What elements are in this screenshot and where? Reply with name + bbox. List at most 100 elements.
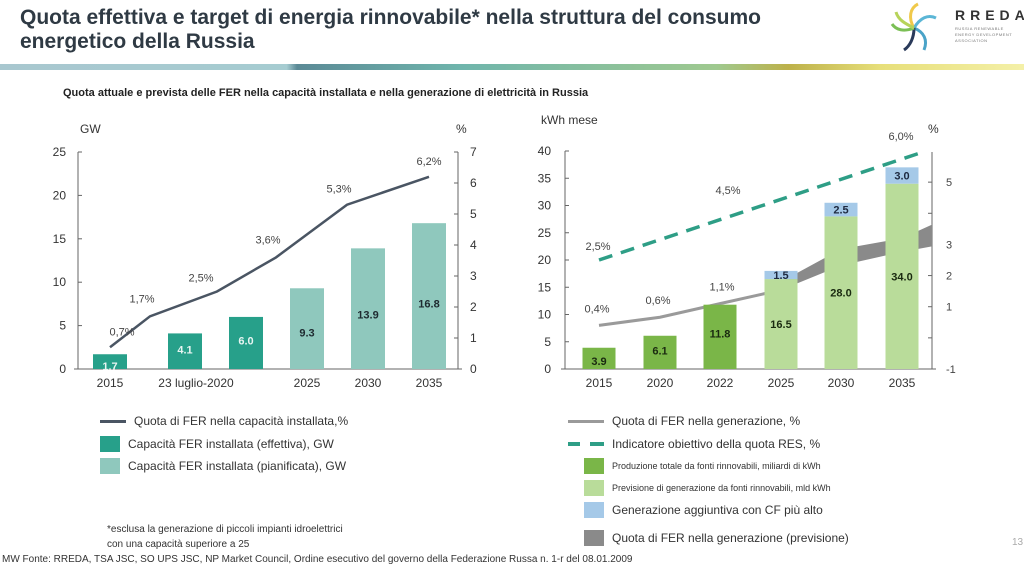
y2-tick-label: 1 [470,331,477,345]
box-swatch-icon [100,458,120,474]
line-data-label: 2,5% [188,273,213,285]
bar-value-label: 9.3 [299,328,314,340]
bar-additional-generation [764,270,798,280]
y-tick-label: 15 [53,232,67,246]
y-axis-unit: kWh mese [541,113,598,127]
y-tick-label: 20 [538,253,552,267]
line-data-label: 0,7% [109,326,134,338]
bar-extra-value-label: 3.0 [894,171,909,183]
y2-tick-label: 2 [946,271,952,283]
y-tick-label: 25 [53,145,67,159]
footnote-line: con una capacità superiore a 25 [107,539,250,550]
y-tick-label: 30 [538,199,552,213]
legend-label: Quota di FER nella capacità installata,% [134,414,349,428]
y-tick-label: 25 [538,226,552,240]
bar-value-label: 4.1 [177,344,192,356]
legend-label: Indicatore obiettivo della quota RES, % [612,437,821,451]
box-swatch-icon [584,530,604,546]
bar-generation [703,304,737,369]
bar-value-label: 11.8 [710,329,731,341]
bar-extra-value-label: 1.5 [773,270,788,282]
box-swatch-icon [100,436,120,452]
legend-item-capacity-planned: Capacità FER installata (pianificata), G… [100,458,346,474]
y2-tick-label: 3 [946,239,952,251]
y-tick-label: 40 [538,144,552,158]
y-tick-label: 5 [544,335,551,349]
bar-value-label: 13.9 [357,310,378,322]
bar-generation [885,183,919,369]
y2-tick-label: 0 [470,362,477,376]
bar-generation [582,347,616,369]
x-tick-label: 2015 [97,376,124,390]
bar-value-label: 28.0 [830,288,851,300]
bar-pianificata [351,248,385,369]
y2-tick-label: 4 [470,238,477,252]
y2-tick-label: -1 [946,364,956,376]
line-res-target [598,151,921,262]
share-data-label: 0,6% [645,295,670,307]
y-tick-label: 0 [544,362,551,376]
y-tick-label: 10 [53,275,67,289]
legend-item-production-total: Produzione totale da fonti rinnovabili, … [584,458,821,474]
line-data-label: 1,7% [129,293,154,305]
bar-generation [643,335,677,369]
box-swatch-icon [584,502,604,518]
legend-item-capacity-actual: Capacità FER installata (effettiva), GW [100,436,334,452]
bar-generation [824,216,858,369]
x-tick-label: 23 luglio-2020 [158,376,234,390]
target-data-label: 6,0% [888,131,913,143]
line-swatch-icon [568,419,604,423]
line-data-label: 5,3% [326,184,351,196]
target-data-label: 4,5% [715,185,740,197]
legend-item-forecast-band: Quota di FER nella generazione (previsio… [584,530,849,546]
y-tick-label: 35 [538,171,552,185]
x-tick-label: 2020 [647,376,674,390]
footnote: *esclusa la generazione di piccoli impia… [107,522,343,552]
bar-generation [764,279,798,369]
logo-text: RREDA [955,7,1024,23]
line-share-capacity [109,175,430,349]
x-tick-label: 2035 [889,376,916,390]
bar-pianificata [290,288,324,369]
bar-value-label: 34.0 [891,271,912,283]
legend-label: Previsione di generazione da fonti rinno… [612,483,831,493]
line-swatch-icon [100,419,126,423]
box-swatch-icon [584,458,604,474]
x-tick-label: 2025 [768,376,795,390]
y2-tick-label: 6 [470,176,477,190]
y-axis-unit: GW [80,122,101,136]
legend-item-res-target: Indicatore obiettivo della quota RES, % [568,437,820,451]
x-tick-label: 2030 [828,376,855,390]
bar-value-label: 1.7 [102,361,117,373]
legend-item-generation-share: Quota di FER nella generazione, % [568,414,800,428]
x-tick-label: 2022 [707,376,734,390]
y2-tick-label: 5 [470,207,477,221]
x-tick-label: 2030 [355,376,382,390]
y2-tick-label: 3 [470,269,477,283]
y-tick-label: 0 [59,362,66,376]
bar-value-label: 6.0 [238,335,253,347]
share-data-label: 0,4% [584,303,609,315]
legend-item-production-forecast: Previsione di generazione da fonti rinno… [584,480,831,496]
chart-subtitle: Quota attuale e prevista delle FER nella… [63,87,589,99]
target-data-label: 2,5% [585,241,610,253]
legend-item-line-share-capacity: Quota di FER nella capacità installata,% [100,414,348,428]
header-divider [0,64,1024,70]
bar-extra-value-label: 2.5 [833,205,848,217]
x-tick-label: 2025 [294,376,321,390]
legend-label: Quota di FER nella generazione, % [612,414,801,428]
rreda-logo-icon [890,2,937,52]
bar-effettiva [93,354,127,369]
legend-label: Produzione totale da fonti rinnovabili, … [612,461,821,471]
bar-value-label: 6.1 [652,346,667,358]
y-tick-label: 10 [538,308,552,322]
bar-additional-generation [885,167,919,184]
y2-axis-unit: % [928,122,939,136]
legend-label: Quota di FER nella generazione (previsio… [612,531,849,545]
line-data-label: 3,6% [255,234,280,246]
legend-label: Generazione aggiuntiva con CF più alto [612,503,823,517]
y2-axis-unit: % [456,122,467,136]
box-swatch-icon [584,480,604,496]
y-tick-label: 15 [538,280,552,294]
